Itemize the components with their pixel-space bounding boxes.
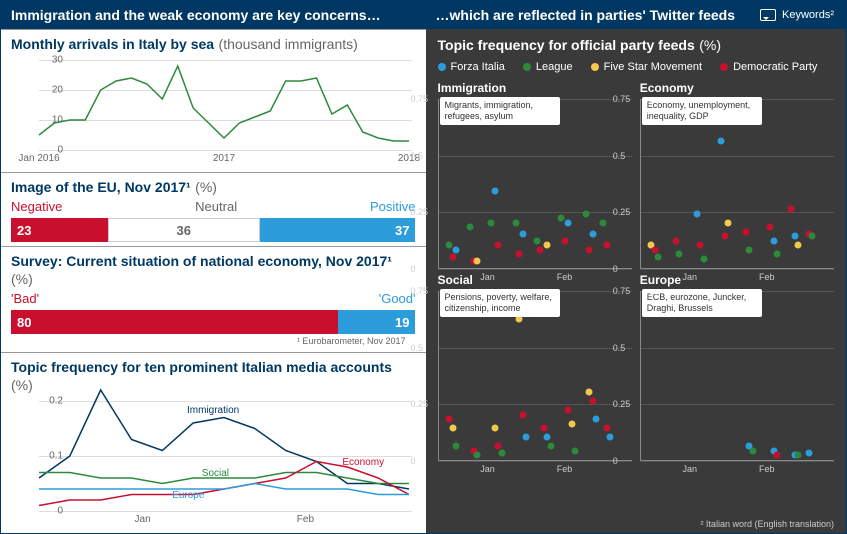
- party-legend: Forza ItaliaLeagueFive Star MovementDemo…: [438, 61, 835, 73]
- left-column: Immigration and the weak economy are key…: [1, 1, 426, 533]
- eu-neg-label: Negative: [11, 199, 62, 214]
- subplot-economy: EconomyEconomy, unemployment, inequality…: [640, 81, 834, 269]
- eu-bar: 233637: [11, 218, 416, 242]
- infographic: Immigration and the weak economy are key…: [0, 0, 847, 534]
- arrivals-title: Monthly arrivals in Italy by sea: [11, 36, 214, 52]
- subplot-europe: EuropeECB, eurozone, Juncker, Draghi, Br…: [640, 273, 834, 461]
- arrivals-chart: 0102030Jan 201620172018: [39, 60, 412, 150]
- left-header: Immigration and the weak economy are key…: [1, 1, 426, 29]
- footnote-1: ¹ Eurobarometer, Nov 2017: [11, 334, 416, 348]
- media-unit: (%): [11, 377, 33, 393]
- media-title: Topic frequency for ten prominent Italia…: [11, 359, 392, 375]
- econ-unit: (%): [11, 271, 33, 287]
- eu-image-panel: Image of the EU, Nov 2017¹ (%) Negative …: [1, 172, 426, 246]
- right-subheader: Topic frequency for official party feeds…: [426, 29, 847, 77]
- arrivals-unit: (thousand immigrants): [219, 36, 358, 52]
- econ-bar: 8019: [11, 310, 416, 334]
- econ-bad-label: 'Bad': [11, 291, 39, 306]
- keywords-box: Keywords²: [760, 9, 834, 21]
- economy-survey-panel: Survey: Current situation of national ec…: [1, 246, 426, 352]
- right-title: Topic frequency for official party feeds: [438, 37, 695, 53]
- keywords-label: Keywords²: [782, 9, 834, 21]
- eu-neu-label: Neutral: [195, 199, 237, 214]
- footnote-2: ² Italian word (English translation): [700, 519, 834, 529]
- eu-pos-label: Positive: [370, 199, 416, 214]
- media-chart: 00.10.2JanFebImmigrationSocialEconomyEur…: [39, 401, 412, 511]
- econ-title: Survey: Current situation of national ec…: [11, 253, 392, 269]
- media-panel: Topic frequency for ten prominent Italia…: [1, 352, 426, 533]
- speech-bubble-icon: [760, 9, 776, 21]
- subplot-immigration: ImmigrationMigrants, immigration, refuge…: [438, 81, 632, 269]
- arrivals-panel: Monthly arrivals in Italy by sea (thousa…: [1, 29, 426, 172]
- eu-title: Image of the EU, Nov 2017¹: [11, 179, 191, 195]
- eu-unit: (%): [195, 179, 217, 195]
- right-unit: (%): [699, 37, 721, 53]
- subplot-grid: ImmigrationMigrants, immigration, refuge…: [426, 77, 847, 465]
- right-column: …which are reflected in parties' Twitter…: [426, 1, 847, 533]
- subplot-social: SocialPensions, poverty, welfare, citize…: [438, 273, 632, 461]
